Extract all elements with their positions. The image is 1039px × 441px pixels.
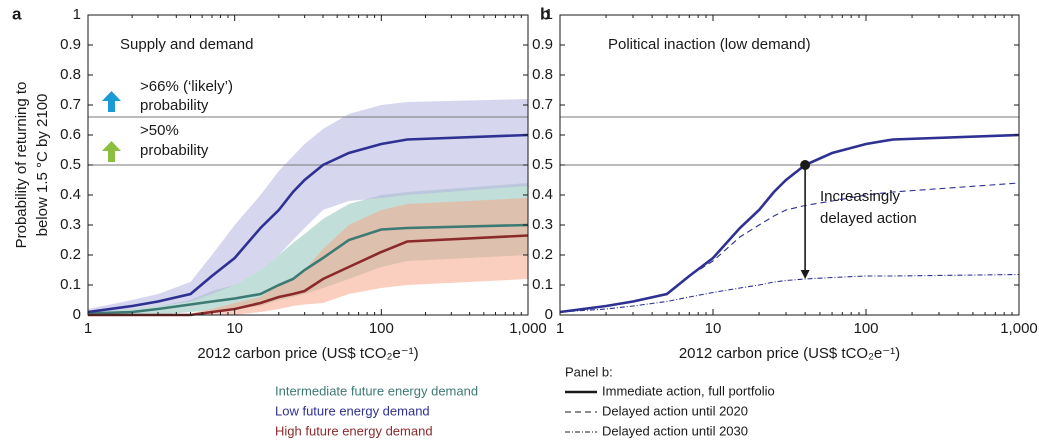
panel: a Probability of returning to below 1.5 °C… (12, 4, 547, 438)
y-tick-label: 0.6 (532, 126, 553, 143)
annotation: >50% (140, 122, 179, 139)
legend-label: Low future energy demand (275, 403, 430, 418)
annotation: Political inaction (low demand) (608, 36, 811, 53)
uncertainty-band (88, 99, 528, 314)
y-axis-label: Probability of returning to (13, 82, 30, 249)
y-tick-label: 0.2 (532, 246, 553, 263)
legend-label: Delayed action until 2030 (602, 423, 748, 438)
x-tick-label: 10 (226, 320, 243, 337)
legend-label: Immediate action, full portfolio (602, 383, 775, 398)
y-tick-label: 0.8 (60, 66, 81, 83)
series-line (559, 182, 1020, 313)
x-tick-label: 10 (705, 320, 722, 337)
series-line (87, 223, 529, 315)
legend-label: Intermediate future energy demand (275, 383, 478, 398)
series-line (87, 133, 529, 314)
x-tick-label: 1 (84, 320, 92, 337)
y-tick-label: 0 (545, 306, 553, 323)
y-tick-label: 0.5 (60, 156, 81, 173)
y-tick-label: 0.6 (60, 126, 81, 143)
y-tick-label: 0 (73, 306, 81, 323)
y-tick-label: 0.1 (60, 276, 81, 293)
x-axis-label: 2012 carbon price (US$ tCO₂e⁻¹) (679, 345, 900, 362)
y-tick-label: 0.8 (532, 66, 553, 83)
y-tick-label: 0.2 (60, 246, 81, 263)
y-tick-label: 0.9 (60, 36, 81, 53)
annotation: Increasingly (820, 188, 901, 205)
arrow-head (800, 270, 810, 279)
y-tick-label: 0.7 (60, 96, 81, 113)
y-tick-label: 0.3 (60, 216, 81, 233)
panel-label: a (12, 4, 22, 23)
y-axis-label: below 1.5 °C by 2100 (34, 94, 51, 237)
y-tick-label: 0.4 (532, 186, 553, 203)
panel: b 0 0.1 0.2 0.3 0.4 0.5 0.6 0.7 0.8 0.9 1 1 10 100 1,00… (532, 4, 1038, 438)
series-line (559, 133, 1020, 314)
y-tick-label: 0.1 (532, 276, 553, 293)
y-tick-label: 0.5 (532, 156, 553, 173)
x-axis-label: 2012 carbon price (US$ tCO₂e⁻¹) (197, 345, 418, 362)
annotation: probability (140, 97, 209, 114)
y-tick-label: 0.7 (532, 96, 553, 113)
icon-arrow-green (102, 141, 121, 162)
arrow-origin (800, 160, 811, 170)
x-tick-label: 100 (369, 320, 394, 337)
y-tick-label: 0.4 (60, 186, 81, 203)
y-tick-label: 1 (545, 6, 553, 23)
legend-label: Delayed action until 2020 (602, 403, 748, 418)
x-tick-label: 1 (556, 320, 564, 337)
annotation: Supply and demand (120, 36, 253, 53)
annotation: delayed action (820, 210, 917, 227)
x-tick-label: 1,000 (1000, 320, 1038, 337)
legend-label: High future energy demand (275, 423, 433, 438)
annotation: probability (140, 142, 209, 159)
y-tick-label: 0.9 (532, 36, 553, 53)
legend-title: Panel b: (565, 364, 613, 379)
panel-label: b (540, 4, 550, 23)
annotation: >66% (‘likely’) (140, 78, 233, 95)
x-tick-label: 1,000 (509, 320, 547, 337)
y-tick-label: 1 (73, 6, 81, 23)
icon-arrow-blue (102, 91, 121, 112)
y-tick-label: 0.3 (532, 216, 553, 233)
x-tick-label: 100 (853, 320, 878, 337)
series-line (559, 273, 1020, 313)
